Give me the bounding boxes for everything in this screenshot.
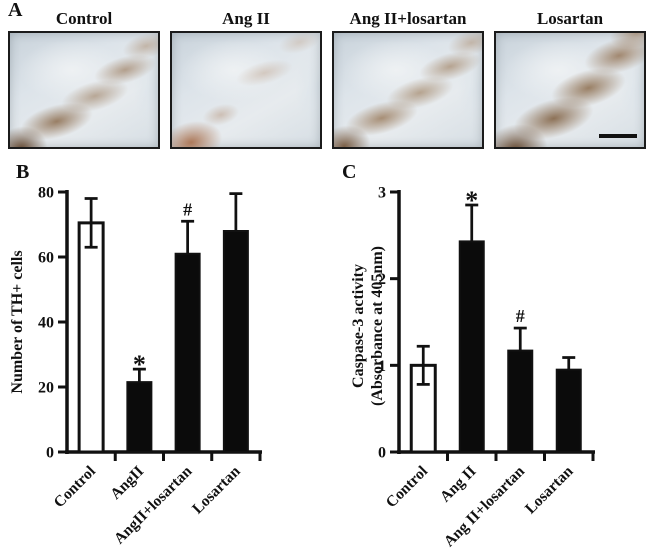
th-cells-bar-chart: 0 20 40 60 80 Number of TH+ cells Control * AngI… [9,185,262,547]
bar [222,230,249,453]
significance-hash: # [183,199,192,219]
bar [458,240,485,454]
panel-b-label: B [16,161,30,183]
micrograph-title-angii-losartan: Ang II+losartan [349,9,467,28]
y-tick-label: 0 [378,445,386,462]
micrograph-angii [170,31,322,149]
x-category-label: Ang II [437,463,480,506]
bar [507,349,534,454]
y-axis-title: (Absorbance at 405nm) [369,246,386,406]
bar [126,381,153,453]
y-tick-label: 0 [46,445,54,462]
x-category-label: Losartan [189,463,244,518]
x-category-label: Control [51,462,100,511]
y-tick-label: 60 [38,250,54,267]
micrograph-title-losartan: Losartan [536,9,604,28]
micrograph-block-angii-losartan: Ang II+losartan [332,8,484,149]
y-tick-label: 80 [38,185,54,202]
significance-hash: # [516,306,525,326]
micrograph-title-angii: Ang II [222,9,270,28]
x-category-label: AngII [107,463,147,503]
y-tick-label: 40 [38,315,54,332]
x-category-label: Losartan [522,463,577,518]
bar [174,252,201,453]
micrograph-losartan [494,31,646,149]
y-tick-label: 20 [38,380,54,397]
panel-c: C 0 1 2 3 Caspase-3 activity (Absorbance at 4… [330,160,650,558]
panel-b: B 0 20 40 60 80 Number of TH+ cells Control * An… [0,160,330,558]
micrograph-block-angii: Ang II [170,8,322,149]
y-axis-title: Caspase-3 activity [350,264,367,388]
bar [555,368,582,454]
caspase3-bar-chart: 0 1 2 3 Caspase-3 activity (Absorbance at 405… [350,185,595,550]
significance-star: * [133,350,146,379]
x-category-label: Control [383,462,432,511]
significance-star: * [465,186,478,215]
bar [77,221,105,454]
y-tick-label: 3 [378,185,386,202]
y-tick-label: 2 [378,271,386,288]
micrograph-angii-losartan [332,31,484,149]
y-tick-label: 1 [378,358,386,375]
micrograph-block-control: Control [8,8,160,149]
panel-a-label: A [8,0,23,21]
panel-c-label: C [342,161,357,183]
y-axis-title: Number of TH+ cells [9,250,26,393]
micrograph-block-losartan: Losartan [494,8,646,149]
micrograph-control [8,31,160,149]
micrograph-title-control: Control [55,9,113,28]
scale-bar [599,134,637,138]
